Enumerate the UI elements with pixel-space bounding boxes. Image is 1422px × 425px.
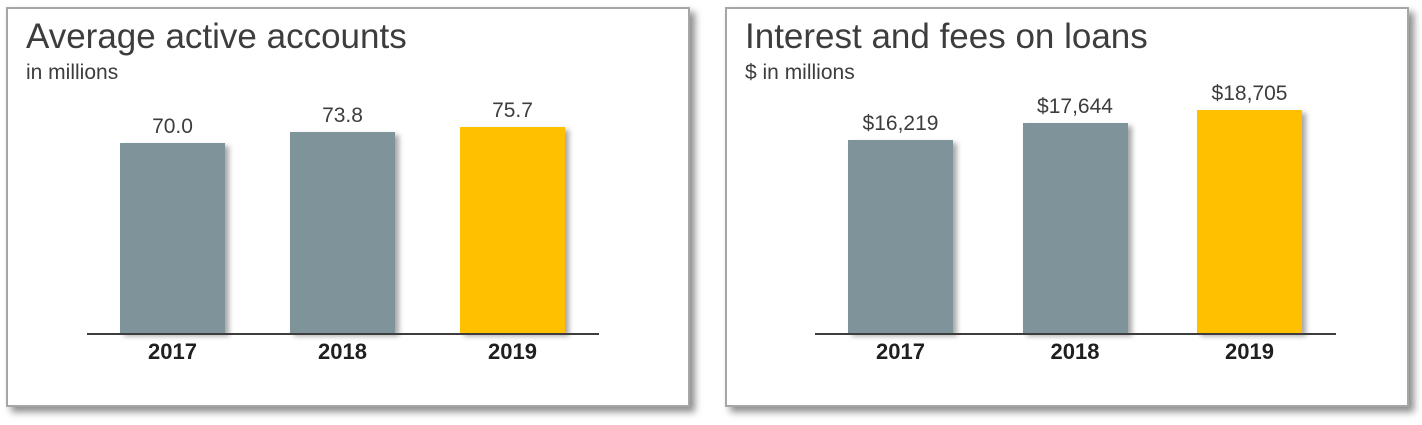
- chart-title: Average active accounts: [26, 17, 407, 56]
- x-axis-labels: 2017 2018 2019: [87, 339, 599, 365]
- x-axis-label-2018: 2018: [1050, 339, 1100, 364]
- x-axis-label-2017: 2017: [148, 339, 197, 364]
- x-axis-labels: 2017 2018 2019: [815, 339, 1336, 365]
- x-axis-label-2019: 2019: [1225, 339, 1274, 364]
- bar-value-label: 70.0: [152, 115, 193, 138]
- bar-group-2017: $16,219: [848, 112, 953, 333]
- bar-2017: [120, 143, 225, 333]
- bar-2019-highlighted: [460, 127, 565, 333]
- bar-group-2019: 75.7: [460, 99, 565, 333]
- chart-panel-interest-and-fees-on-loans: Interest and fees on loans $ in millions…: [725, 7, 1409, 407]
- bar-value-label: $17,644: [1037, 95, 1113, 118]
- plot-area: 70.0 73.8 75.7 2017 2018 2019: [87, 9, 599, 405]
- bar-2017: [848, 140, 953, 333]
- chart-subtitle: in millions: [26, 60, 119, 84]
- bar-2018: [1022, 123, 1128, 333]
- chart-panel-average-active-accounts: Average active accounts in millions 70.0…: [6, 7, 690, 407]
- bars-row: 70.0 73.8 75.7: [87, 99, 599, 333]
- x-axis-label-2017: 2017: [876, 339, 925, 364]
- bar-group-2017: 70.0: [120, 115, 225, 333]
- x-axis-label-2018: 2018: [318, 339, 367, 364]
- bar-value-label: $18,705: [1211, 82, 1288, 105]
- bar-group-2019: $18,705: [1197, 82, 1302, 333]
- chart-subtitle: $ in millions: [745, 60, 855, 84]
- bar-value-label: 75.7: [492, 99, 533, 122]
- chart-header: Interest and fees on loans $ in millions: [727, 9, 1407, 85]
- plot-area: $16,219 $17,644 $18,705 2017 2018 2019: [815, 9, 1336, 405]
- x-axis-label-2019: 2019: [488, 339, 537, 364]
- chart-title: Interest and fees on loans: [745, 17, 1148, 56]
- bar-value-label: 73.8: [322, 104, 363, 127]
- x-axis-line: [815, 333, 1336, 335]
- bar-2018: [290, 132, 395, 333]
- bar-group-2018: 73.8: [290, 104, 395, 333]
- bar-value-label: $16,219: [862, 112, 939, 135]
- chart-header: Average active accounts in millions: [8, 9, 688, 85]
- bars-row: $16,219 $17,644 $18,705: [815, 82, 1336, 333]
- bar-group-2018: $17,644: [1022, 95, 1128, 333]
- x-axis-line: [87, 333, 599, 335]
- bar-2019-highlighted: [1197, 110, 1302, 333]
